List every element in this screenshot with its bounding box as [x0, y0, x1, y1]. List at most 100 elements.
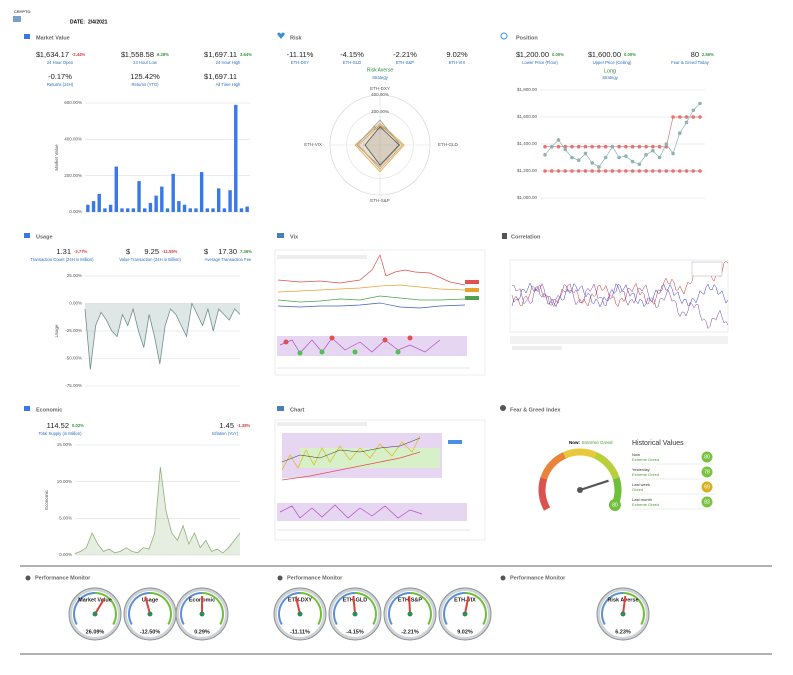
gauge-band — [299, 592, 322, 625]
y-tick-label: 200.00% — [64, 173, 82, 178]
panel-icon — [24, 233, 30, 238]
gauge-band — [201, 592, 224, 625]
point — [664, 169, 669, 173]
panel-title: Economic — [36, 407, 62, 413]
stat-prefix: $ — [36, 50, 41, 59]
gauge-needle — [352, 595, 356, 615]
stat-value: 17.30 — [218, 247, 237, 256]
y-tick-label: $1,000.00 — [517, 195, 538, 200]
bar — [245, 206, 249, 212]
point — [543, 153, 547, 157]
y-tick-label: -75.00% — [65, 383, 82, 388]
point — [677, 115, 682, 119]
point — [597, 165, 601, 169]
y-tick-label: -25.00% — [65, 328, 82, 333]
stat-label: ETH-DXY — [291, 60, 310, 65]
history-badge — [701, 466, 713, 478]
point — [691, 169, 696, 173]
gauge-value: 9.02% — [457, 629, 473, 635]
point — [677, 169, 682, 173]
bar — [239, 208, 244, 212]
point — [624, 144, 628, 149]
panel-title: Performance Monitor — [287, 575, 343, 581]
bar — [171, 173, 175, 212]
stat-label: Fear & Greed Today — [671, 60, 710, 65]
panel-title: Performance Monitor — [510, 575, 566, 581]
point — [677, 131, 682, 135]
gauge-hub — [199, 611, 205, 617]
gauge-needle — [622, 596, 627, 615]
history-value: 69 — [704, 484, 710, 490]
stat-value: 1,600.00 — [592, 50, 621, 59]
bar — [234, 104, 238, 212]
point — [630, 169, 635, 173]
gauge-value: -2.21% — [401, 629, 419, 635]
point — [671, 169, 675, 173]
y-axis-label: Economic — [44, 489, 49, 510]
history-value: 83 — [704, 499, 710, 505]
point — [624, 169, 628, 173]
history-when: Last month — [632, 497, 652, 502]
stat-label: Transaction Count (24H in Million) — [30, 257, 94, 262]
panel-icon — [24, 34, 30, 39]
bar — [188, 208, 192, 212]
radar-axis-label: ETH-GLD — [438, 142, 459, 147]
point — [603, 144, 608, 149]
area-line — [74, 466, 241, 554]
date: 2/4/2021 — [88, 19, 108, 25]
stat-value: -11.11% — [287, 50, 314, 59]
point — [610, 144, 615, 149]
strategy: Risk Averse — [367, 67, 394, 73]
panel-title: Vix — [290, 234, 299, 240]
stat-value: 1,200.00 — [520, 50, 549, 59]
point — [570, 155, 574, 160]
bar — [211, 208, 215, 212]
point — [657, 169, 662, 173]
stat-label: 24 Hour Low — [133, 60, 158, 65]
gauge-band — [128, 592, 151, 625]
panel-icon — [25, 575, 31, 581]
stat-value: 1,634.17 — [40, 50, 69, 59]
gauge-band — [538, 477, 551, 511]
point — [590, 161, 594, 165]
logo-icon — [13, 16, 21, 22]
stat-label: ETH-S&P — [396, 60, 414, 65]
bar — [143, 208, 147, 212]
stat-change: -1.38% — [237, 423, 251, 428]
stat-change: 6.28% — [157, 52, 169, 57]
point — [651, 144, 655, 149]
strategy-label: Strategy — [602, 75, 619, 80]
logo: CRYPTO — [14, 9, 30, 14]
stat-label: All Time High — [216, 82, 241, 87]
stat-value: 114.52 — [47, 421, 69, 430]
y-tick-label: $1,400.00 — [517, 141, 538, 146]
stat-label: Total Supply (in Million) — [38, 431, 82, 436]
bar — [108, 204, 113, 212]
point — [617, 144, 621, 149]
stat-change: -11.55% — [162, 249, 178, 254]
point — [610, 169, 615, 173]
gauge-hub — [147, 611, 153, 617]
point — [644, 153, 648, 157]
stat-prefix: $ — [516, 50, 521, 59]
history-status: Greed — [632, 487, 643, 492]
y-tick-label: $1,800.00 — [517, 87, 538, 92]
panel-icon — [500, 405, 506, 411]
y-tick-label: 0.00% — [59, 552, 72, 557]
y-tick-label: 600.00% — [64, 100, 82, 105]
point — [698, 101, 702, 106]
point — [651, 169, 655, 173]
point — [624, 154, 628, 158]
point — [576, 144, 581, 149]
bar — [103, 208, 107, 212]
point — [543, 169, 547, 173]
point — [583, 151, 588, 156]
gauge-hub — [620, 611, 626, 617]
stat-label: ETH-GLD — [343, 60, 361, 65]
stat-change: -3.77% — [74, 249, 88, 254]
gauge-value: -11.11% — [290, 629, 310, 635]
gauge-band — [593, 452, 620, 480]
bar — [120, 208, 124, 212]
y-tick-label: -50.00% — [65, 356, 82, 361]
point — [603, 169, 608, 173]
